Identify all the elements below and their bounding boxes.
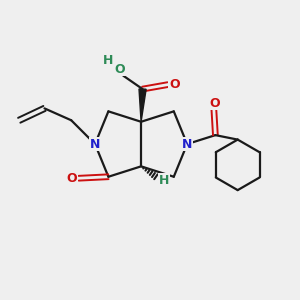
Text: N: N (90, 138, 100, 151)
Text: H: H (159, 174, 169, 187)
Text: N: N (182, 138, 192, 151)
Text: O: O (169, 77, 180, 91)
Text: H: H (103, 54, 114, 67)
Text: O: O (67, 172, 77, 185)
Polygon shape (139, 89, 146, 122)
Text: O: O (209, 97, 220, 110)
Text: O: O (114, 63, 125, 76)
